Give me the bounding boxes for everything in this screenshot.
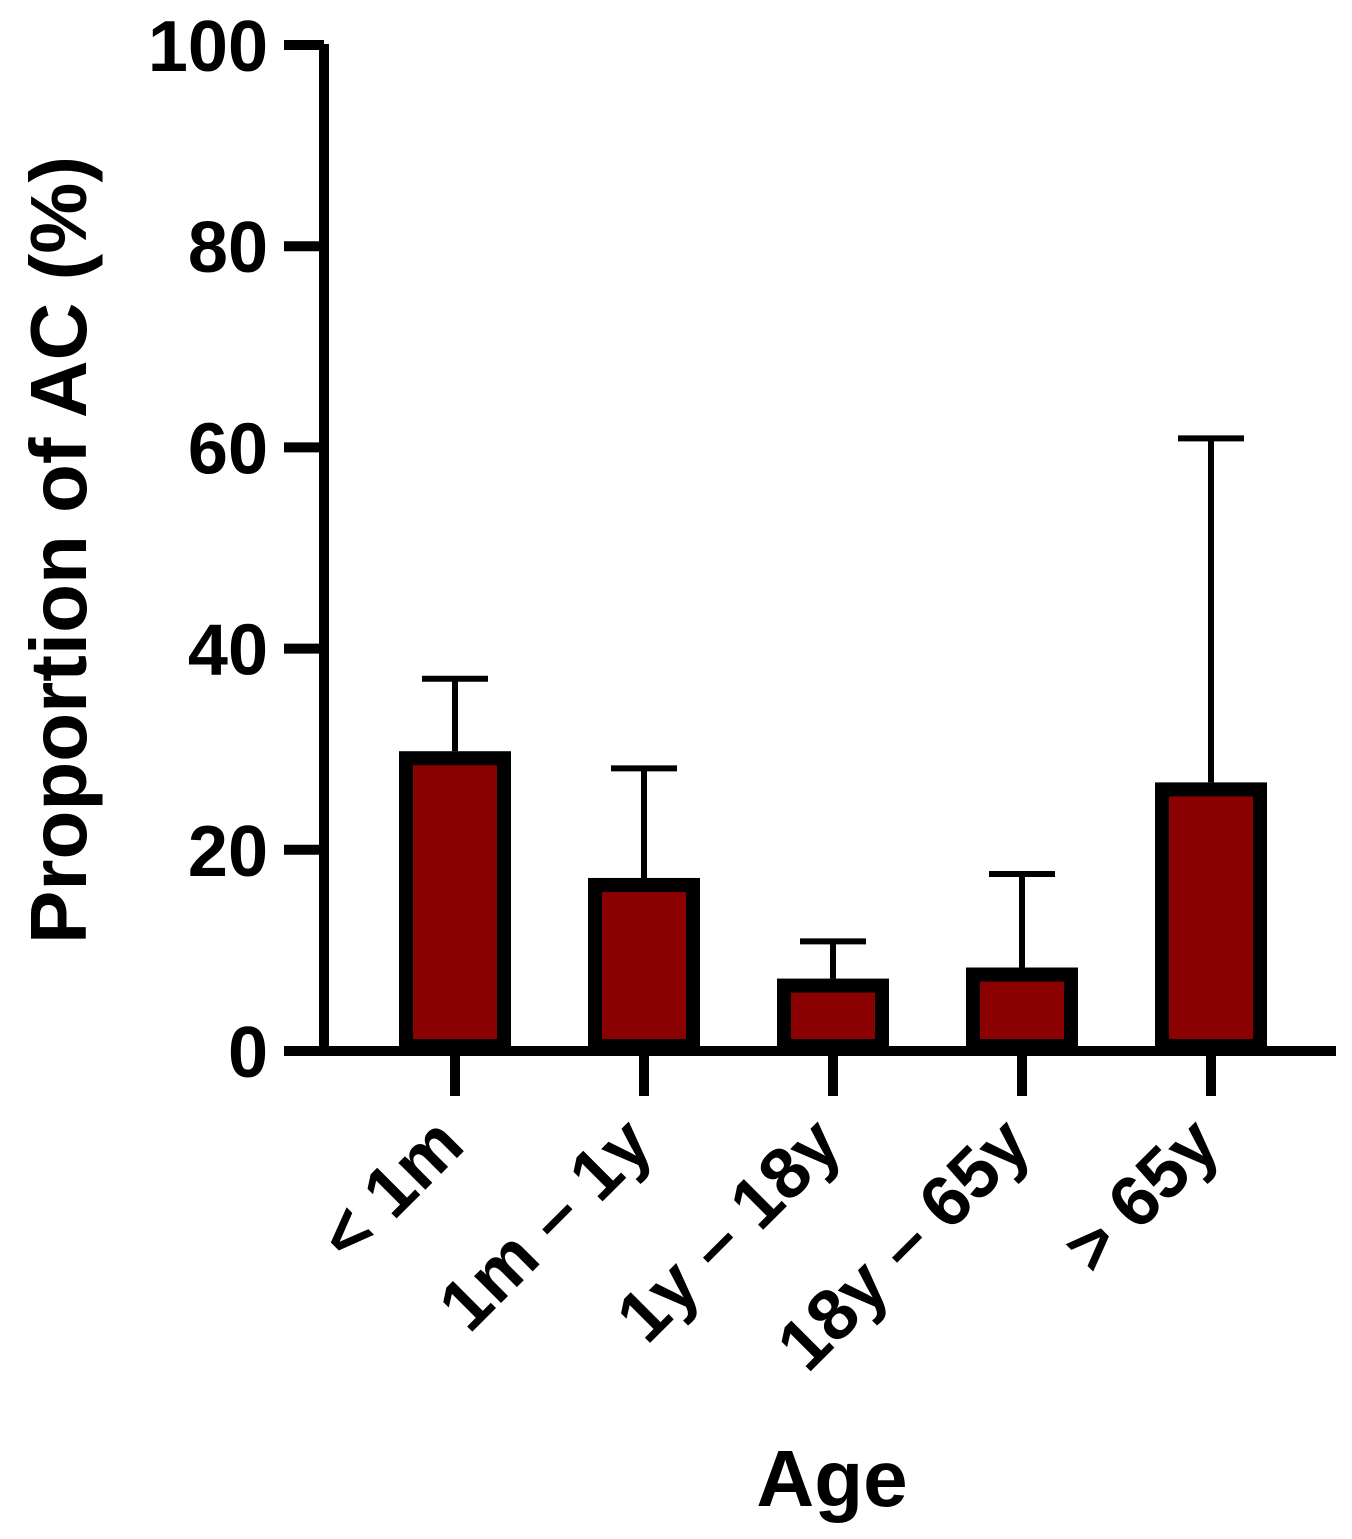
bar (1155, 782, 1267, 1053)
x-tick-label: > 65y (1049, 1103, 1234, 1288)
bar (588, 877, 700, 1054)
y-tick-label: 80 (188, 208, 268, 288)
y-axis-title: Proportion of AC (%) (14, 156, 103, 944)
y-tick-labels-group: 0 20 40 60 80 100 (148, 7, 268, 1093)
y-tick-label: 20 (188, 812, 268, 892)
error-bars-group (422, 435, 1244, 979)
bar (399, 751, 511, 1053)
y-tick-label: 0 (228, 1013, 268, 1093)
y-tick-label: 60 (188, 409, 268, 489)
x-axis-title: Age (756, 1434, 907, 1523)
bar (777, 978, 889, 1053)
y-tick-label: 40 (188, 611, 268, 691)
y-tick-label: 100 (148, 7, 268, 87)
bar (966, 967, 1078, 1054)
x-tick-label: < 1m (304, 1103, 478, 1277)
bars-group (399, 751, 1267, 1054)
